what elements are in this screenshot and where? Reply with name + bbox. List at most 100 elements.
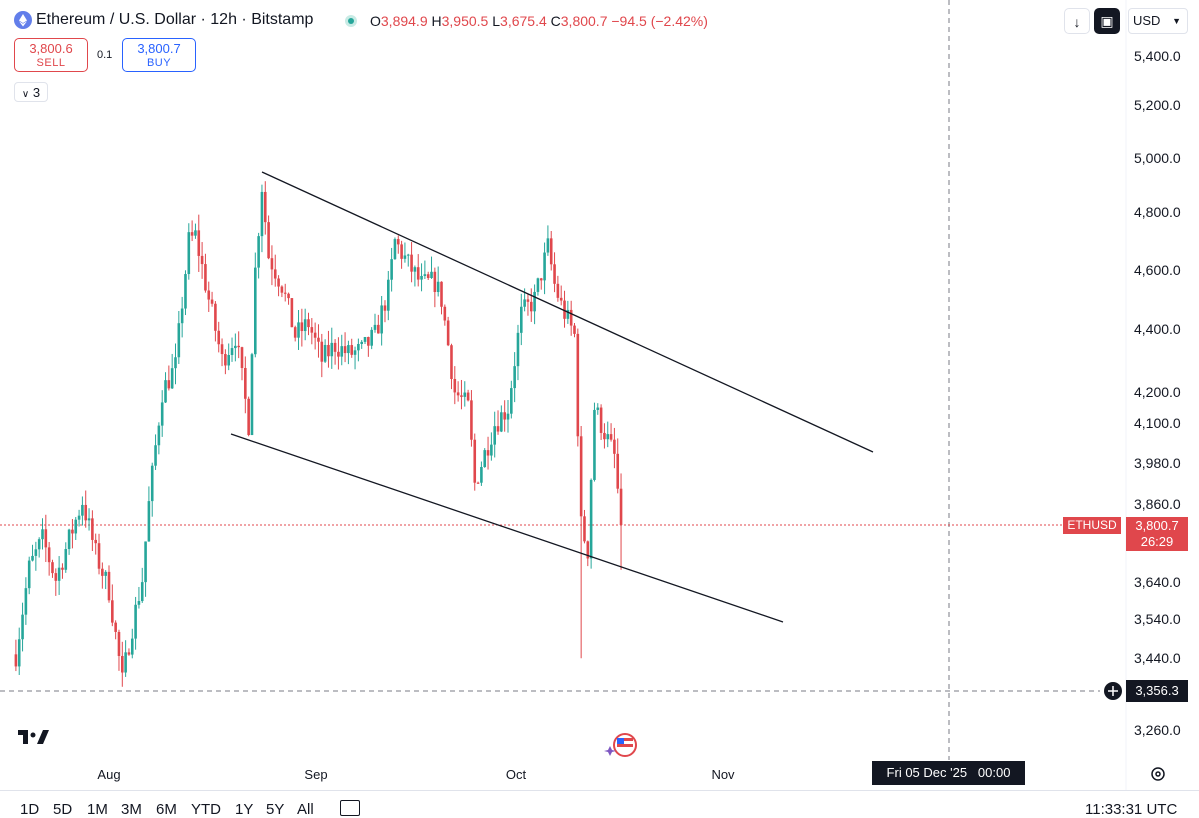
close-label: C [550,13,561,29]
candle-body [496,426,500,432]
candle-body [533,291,536,312]
candle-body [287,293,290,299]
candle-body [224,354,227,366]
candle-body [27,560,31,589]
candle-body [197,230,201,256]
candle-body [340,346,344,357]
range-3m[interactable]: 3M [121,801,142,818]
currency-label: USD [1133,13,1161,28]
candle-body [596,407,600,410]
candle-body [573,325,576,334]
crosshair-date-tag: Fri 05 Dec '25 00:00 [872,761,1025,785]
candle-body [583,516,586,542]
candle-body [87,518,91,521]
candle-body [127,652,131,655]
y-tick: 3,860.0 [1134,496,1181,512]
candle-body [227,355,230,366]
candle-body [130,638,134,655]
candle-body [603,432,606,440]
candle-body [536,278,540,292]
candle-body [190,232,194,236]
candle-body [450,345,453,379]
candle-body [476,482,480,484]
candle-body [619,488,623,526]
candle-body [433,271,437,293]
candle-body [273,269,277,279]
candle-body [280,286,284,293]
candle-body [94,539,97,544]
high-value: 3,950.5 [441,13,489,29]
candle-body [104,571,107,576]
candle-body [526,299,530,302]
range-ytd[interactable]: YTD [191,801,221,818]
y-tick: 5,000.0 [1134,150,1181,166]
range-5y[interactable]: 5Y [266,801,285,818]
candle-body [436,281,440,293]
settings-gear-icon[interactable] [1151,767,1165,781]
candle-body [97,543,101,569]
upper-channel-line[interactable] [261,171,874,453]
candle-body [310,327,314,333]
crosshair-add-icon[interactable] [1104,682,1122,700]
candle-body [21,614,24,640]
utc-clock[interactable]: 11:33:31 UTC [1085,801,1178,818]
download-arrow-icon[interactable]: ↓ [1064,8,1090,34]
x-tick: Aug [97,767,121,782]
candle-body [91,518,94,540]
candle-body [174,357,177,369]
range-1y[interactable]: 1Y [235,801,254,818]
candle-body [333,342,337,352]
candle-body [37,539,41,550]
candle-body [470,400,473,440]
candle-body [426,274,430,278]
indicators-toggle[interactable]: ∨ 3 [14,82,48,102]
y-tick: 4,600.0 [1134,262,1181,278]
fullscreen-icon[interactable]: ▣ [1094,8,1120,34]
flag-badge-icon[interactable] [604,733,637,757]
sell-button[interactable]: 3,800.6 SELL [14,38,88,72]
buy-button[interactable]: 3,800.7 BUY [122,38,196,72]
candle-body [134,604,137,639]
trendlines-layer[interactable] [230,171,874,623]
y-tick: 3,640.0 [1134,574,1181,590]
candle-body [77,515,81,520]
range-1m[interactable]: 1M [87,801,108,818]
tradingview-logo [18,730,49,744]
candle-body [117,631,121,656]
candle-body [121,655,124,673]
candle-body [400,244,403,259]
market-status-icon[interactable] [345,15,357,27]
candle-body [293,327,297,338]
candle-body [576,333,580,437]
range-bar: 1D 5D 1M 3M 6M YTD 1Y 5Y All 11:33:31 UT… [0,790,1199,818]
range-1d[interactable]: 1D [20,801,40,818]
candle-body [483,450,487,467]
crosshair-price-tag: 3,356.3 [1126,680,1188,702]
candle-body [247,398,250,435]
open-label: O [370,13,381,29]
candle-body [387,279,390,311]
candle-body [160,402,164,426]
candle-body [383,305,387,311]
candle-body [170,368,174,389]
candle-body [503,412,506,420]
range-6m[interactable]: 6M [156,801,177,818]
range-all[interactable]: All [297,801,314,818]
range-5d[interactable]: 5D [53,801,73,818]
candle-body [539,278,543,281]
buy-price: 3,800.7 [137,41,181,56]
candle-body [124,652,127,673]
quantity-value[interactable]: 0.1 [97,49,113,61]
currency-select[interactable]: USD ▼ [1128,8,1188,34]
candle-body [237,345,240,348]
candle-body [443,306,447,321]
candle-body [220,344,224,355]
lower-channel-line[interactable] [230,433,784,623]
candle-body [313,332,317,338]
open-value: 3,894.9 [380,13,428,29]
calendar-icon[interactable] [340,800,360,816]
candle-body [24,588,28,615]
candle-body [250,354,254,435]
symbol-title[interactable]: Ethereum / U.S. Dollar · 12h · Bitstamp [36,11,314,28]
